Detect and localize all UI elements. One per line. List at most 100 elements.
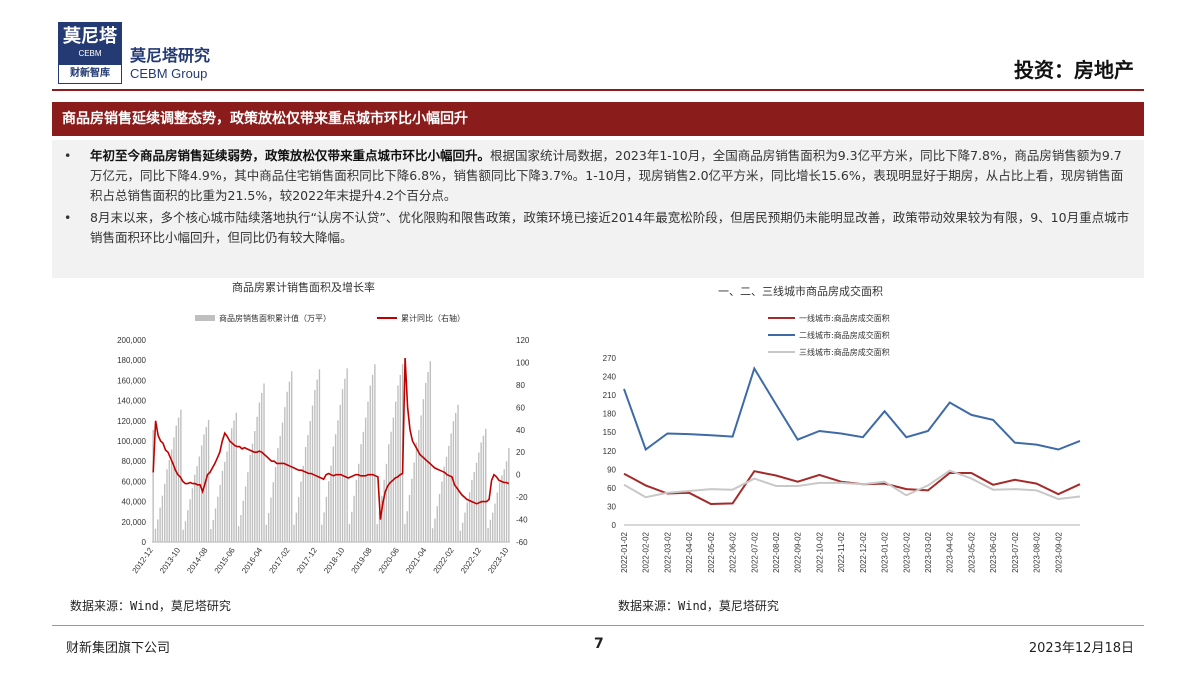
sales-area-bar <box>291 371 293 542</box>
summary-box: • 年初至今商品房销售延续弱势，政策放松仅带来重点城市环比小幅回升。根据国家统计… <box>52 140 1144 278</box>
sales-area-bar <box>411 478 413 542</box>
header-divider <box>52 89 1144 91</box>
sales-area-bar <box>367 401 369 542</box>
right-x-tick: 2023-06-02 <box>989 531 998 572</box>
right-x-tick: 2022-10-02 <box>815 531 824 572</box>
sales-area-bar <box>254 431 256 542</box>
sales-area-bar <box>364 417 367 542</box>
sales-area-bar <box>383 479 385 542</box>
left-y-tick: 140,000 <box>117 397 146 406</box>
left-y-tick: 160,000 <box>117 376 146 385</box>
sales-area-bar <box>429 361 432 542</box>
sales-area-bar <box>277 448 279 542</box>
left-y-tick: 120,000 <box>117 417 146 426</box>
sales-area-bar <box>307 434 309 542</box>
left-chart: 商品房销售面积累计值（万平） 累计同比（右轴） 200,000 180,000 16… <box>117 313 530 576</box>
sales-area-bar <box>498 482 501 542</box>
sales-area-bar <box>330 465 332 542</box>
summary-bullet-1: • 年初至今商品房销售延续弱势，政策放松仅带来重点城市环比小幅回升。根据国家统计… <box>64 146 1132 206</box>
brand-cn: 莫尼塔研究 <box>130 46 211 65</box>
sales-area-bar <box>408 494 411 542</box>
right-x-tick: 2022-02-02 <box>642 531 651 572</box>
sales-area-bar <box>233 420 235 542</box>
sales-area-bar <box>473 471 475 542</box>
right-y-tick: -40 <box>516 516 528 525</box>
sales-area-bar <box>304 447 307 542</box>
sales-area-bar <box>258 402 261 542</box>
left-y-tick: 100,000 <box>117 437 146 446</box>
sales-area-bar <box>321 524 323 542</box>
sales-area-bar <box>438 493 441 542</box>
sales-area-bar <box>217 496 219 542</box>
right-y-tick: 20 <box>516 448 525 457</box>
right-chart-y-tick: 120 <box>603 447 617 456</box>
bullet-marker: • <box>64 210 72 225</box>
sales-area-bar <box>358 463 360 542</box>
sales-area-bar <box>164 483 166 542</box>
left-x-tick: 2023-10 <box>486 546 511 576</box>
right-chart-y-tick: 210 <box>603 391 617 400</box>
right-chart-y-tick: 240 <box>603 373 617 382</box>
left-chart-title: 商品房累计销售面积及增长率 <box>232 281 375 294</box>
bullet-marker: • <box>64 148 72 163</box>
sales-area-bar <box>256 416 258 542</box>
bullet-text: 根据国家统计局数据，2023年1-10月，全国商品房销售面积为9.3亿平方米，同… <box>90 148 1124 203</box>
sales-area-bar <box>288 381 291 542</box>
sales-area-bar <box>415 442 418 542</box>
sales-area-bar <box>341 389 344 542</box>
sales-area-bar <box>327 481 330 542</box>
left-x-tick: 2022-02 <box>432 546 457 576</box>
sales-area-bar <box>431 528 434 542</box>
company-logo: 莫尼塔 CEBM 财新智库 <box>58 22 122 84</box>
sales-area-bar <box>198 456 201 542</box>
sales-area-bar <box>325 496 328 542</box>
legend-label-yoy: 累计同比（右轴） <box>401 313 465 323</box>
section-banner: 商品房销售延续调整态势，政策放松仅带来重点城市环比小幅回升 <box>52 102 1144 136</box>
sales-area-bar <box>196 466 198 542</box>
sales-area-bar <box>388 444 390 542</box>
left-x-tick: 2016-04 <box>240 546 265 576</box>
summary-bullet-2: • 8月末以来，多个核心城市陆续落地执行“认房不认贷”、优化限购和限售政策，政策… <box>64 208 1132 248</box>
sales-area-bar <box>318 369 321 542</box>
sales-area-bar <box>214 508 217 542</box>
sales-area-bar <box>475 462 478 542</box>
sales-area-bar <box>399 374 401 542</box>
sales-area-bar <box>263 383 265 542</box>
sales-area-bar <box>378 511 381 542</box>
left-x-tick: 2020-06 <box>377 546 402 576</box>
logo-cn-text: 莫尼塔 <box>63 26 117 47</box>
sales-area-bar <box>394 401 397 542</box>
sales-area-bar <box>157 519 159 542</box>
left-y-tick: 40,000 <box>122 498 147 507</box>
sales-area-bar <box>494 503 496 542</box>
left-x-tick: 2018-10 <box>322 546 347 576</box>
sales-area-bar <box>505 461 508 542</box>
left-y-tick: 20,000 <box>122 518 147 527</box>
sales-area-bar <box>448 445 450 542</box>
legend-label-tier-3: 三线城市:商品房成交面积 <box>799 347 890 357</box>
right-chart-y-tick: 90 <box>607 465 616 474</box>
bullet-lead: 年初至今商品房销售延续弱势，政策放松仅带来重点城市环比小幅回升。 <box>90 148 491 163</box>
left-x-tick: 2019-08 <box>349 546 374 576</box>
sales-area-bar <box>371 374 374 542</box>
sales-area-bar <box>279 436 281 542</box>
sales-area-bar <box>397 385 399 542</box>
sales-area-bar <box>344 378 346 542</box>
sales-area-bar <box>390 431 392 542</box>
right-chart-y-tick: 60 <box>607 484 616 493</box>
sales-area-bar <box>228 439 231 542</box>
sales-area-bar <box>205 427 207 542</box>
left-y-tick: 80,000 <box>122 457 147 466</box>
right-x-tick: 2022-05-02 <box>707 531 716 572</box>
right-y-tick: -20 <box>516 493 528 502</box>
sales-area-bar <box>159 507 161 542</box>
sales-area-bar <box>478 452 480 542</box>
sales-area-bar <box>385 463 388 542</box>
sales-area-bar <box>230 428 233 542</box>
tier-1-series-line <box>623 470 1081 506</box>
sales-area-bar <box>464 512 466 542</box>
sales-area-bar <box>191 488 194 542</box>
sales-area-bar <box>270 497 272 542</box>
right-x-tick: 2022-01-02 <box>620 531 629 572</box>
